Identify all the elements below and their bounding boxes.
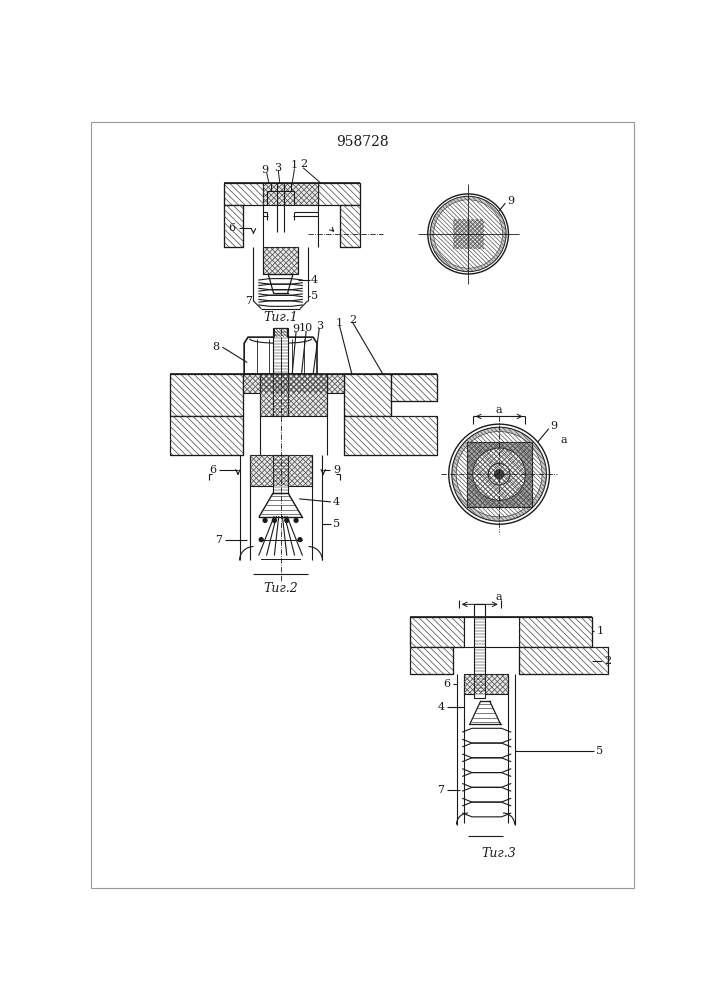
Polygon shape — [518, 617, 592, 647]
Polygon shape — [170, 374, 243, 416]
Polygon shape — [243, 374, 344, 393]
Bar — [474, 674, 485, 698]
Circle shape — [263, 518, 267, 522]
Text: 6: 6 — [209, 465, 216, 475]
Polygon shape — [391, 374, 437, 401]
Polygon shape — [274, 328, 287, 337]
Text: 6: 6 — [443, 679, 451, 689]
Circle shape — [459, 225, 477, 243]
Circle shape — [449, 424, 549, 524]
Text: a: a — [496, 405, 503, 415]
Circle shape — [489, 463, 510, 485]
Text: 4: 4 — [438, 702, 445, 712]
Polygon shape — [452, 219, 484, 249]
Polygon shape — [317, 183, 361, 205]
Polygon shape — [344, 374, 391, 416]
Circle shape — [434, 200, 502, 268]
Circle shape — [452, 427, 547, 521]
Text: 9: 9 — [262, 165, 269, 175]
Circle shape — [473, 448, 525, 500]
Text: 8: 8 — [213, 342, 220, 352]
Polygon shape — [244, 337, 317, 374]
Text: 9: 9 — [507, 196, 514, 206]
Text: 958728: 958728 — [337, 135, 389, 149]
Circle shape — [452, 219, 484, 249]
Circle shape — [464, 230, 472, 238]
Circle shape — [457, 432, 542, 517]
Text: 1: 1 — [336, 318, 343, 328]
Polygon shape — [340, 205, 361, 247]
Text: 2: 2 — [604, 656, 611, 666]
Text: Τиг.1: Τиг.1 — [263, 311, 298, 324]
Text: 2: 2 — [300, 159, 308, 169]
Text: 2: 2 — [349, 315, 356, 325]
Polygon shape — [410, 617, 464, 647]
Text: 7: 7 — [438, 785, 445, 795]
Polygon shape — [224, 205, 243, 247]
Polygon shape — [410, 647, 452, 674]
Text: 3: 3 — [316, 321, 323, 331]
Polygon shape — [224, 183, 263, 205]
Text: 1: 1 — [290, 160, 298, 170]
Bar — [273, 328, 288, 416]
Polygon shape — [467, 442, 532, 507]
Polygon shape — [250, 455, 312, 486]
Text: 6: 6 — [228, 223, 235, 233]
Polygon shape — [170, 416, 243, 455]
Text: 4: 4 — [333, 497, 340, 507]
Text: Τиг.3: Τиг.3 — [481, 847, 517, 860]
Circle shape — [285, 518, 288, 522]
Circle shape — [494, 470, 504, 479]
Circle shape — [459, 225, 477, 243]
Text: 9: 9 — [333, 465, 340, 475]
Circle shape — [441, 207, 495, 261]
Bar — [464, 617, 518, 647]
Circle shape — [434, 200, 502, 268]
Text: 5: 5 — [596, 746, 604, 756]
Text: 10: 10 — [299, 323, 313, 333]
Bar — [273, 455, 288, 493]
Circle shape — [464, 230, 472, 238]
Text: 3: 3 — [274, 163, 281, 173]
Polygon shape — [344, 416, 437, 455]
Polygon shape — [260, 374, 327, 416]
Circle shape — [457, 432, 542, 517]
Text: 5: 5 — [333, 519, 340, 529]
Circle shape — [494, 470, 504, 479]
Circle shape — [259, 538, 263, 542]
Circle shape — [467, 442, 532, 507]
Text: 7: 7 — [245, 296, 252, 306]
Circle shape — [437, 203, 499, 265]
Polygon shape — [263, 183, 317, 205]
Circle shape — [294, 518, 298, 522]
Text: 9: 9 — [550, 421, 557, 431]
Text: 9: 9 — [293, 324, 300, 334]
Text: 7: 7 — [215, 535, 222, 545]
Text: 4: 4 — [311, 275, 318, 285]
Circle shape — [428, 194, 508, 274]
Circle shape — [298, 538, 302, 542]
Text: a: a — [496, 592, 503, 602]
Circle shape — [430, 196, 506, 272]
Text: Τиг.2: Τиг.2 — [263, 582, 298, 595]
Text: 1: 1 — [596, 626, 604, 636]
Text: 5: 5 — [311, 291, 318, 301]
Polygon shape — [263, 247, 298, 274]
Polygon shape — [518, 647, 607, 674]
Circle shape — [473, 448, 525, 500]
Circle shape — [489, 463, 510, 485]
Polygon shape — [464, 674, 508, 694]
Circle shape — [272, 518, 276, 522]
Text: a: a — [561, 435, 568, 445]
